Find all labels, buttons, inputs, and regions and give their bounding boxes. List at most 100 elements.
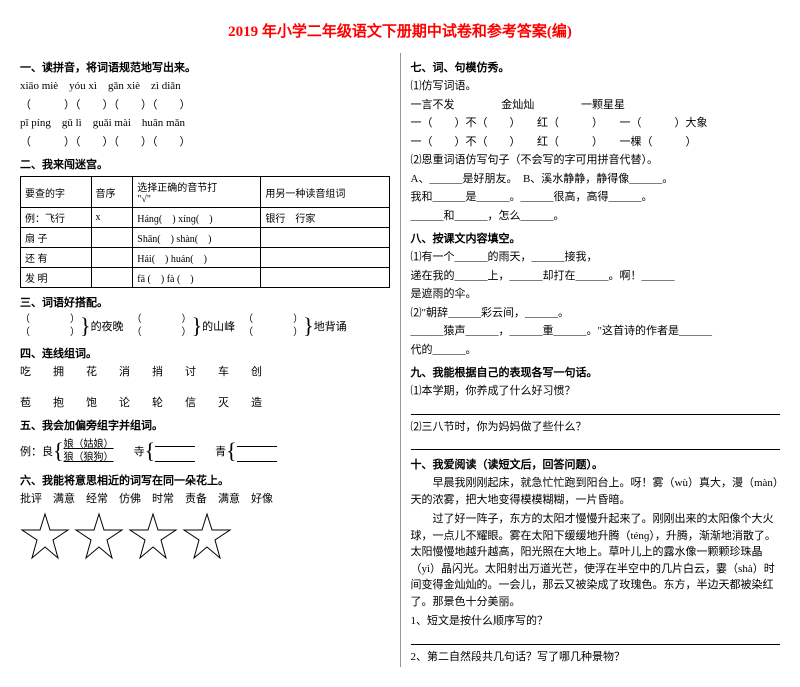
section-7-heading: 七、词、句模仿秀。	[411, 59, 781, 75]
fill-row: ⑴有一个______的雨天，______接我，	[411, 249, 781, 266]
brace-label: 的山峰	[202, 318, 235, 334]
brace-row: （ ） （ ） } 的夜晚 （ ） （ ） } 的山峰 （ ） （ ）	[20, 313, 390, 339]
paren-blank: （ ）	[243, 326, 303, 339]
brace-icon: {	[53, 440, 64, 462]
paren-blank: （ ）	[243, 313, 303, 326]
flower-icon	[128, 512, 178, 562]
table-row: 例：飞行 x Hánɡ( ) xínɡ( ) 银行 行家	[21, 208, 390, 228]
blank	[237, 436, 277, 447]
sub-item: ⑵恩重词语仿写句子（不会写的字可用拼音代替）。	[411, 152, 781, 169]
cell	[261, 268, 389, 288]
fill-row: ⑵"朝辞______彩云间，______。	[411, 305, 781, 322]
left-column: 一、读拼音，将词语规范地写出来。 xiāo miè yóu xì gǎn xiè…	[20, 53, 390, 667]
brace-label: 地背诵	[314, 318, 347, 334]
answer-line	[411, 404, 781, 415]
th-2: 音序	[91, 177, 133, 208]
answer-line	[411, 439, 781, 450]
brace-icon: }	[192, 315, 203, 337]
pinyin-row-2: pī píng gǔ lì guǎi mài huān mǎn	[20, 115, 390, 132]
paren-blank: （ ）	[132, 313, 192, 326]
section-8-heading: 八、按课文内容填空。	[411, 230, 781, 246]
fill-row: 我和______是______。______很高，高得______。	[411, 189, 781, 206]
maze-table: 要查的字 音序 选择正确的音节打 "√" 用另一种读音组词 例：飞行 x Hán…	[20, 176, 390, 288]
word-examples: 一言不发 金灿灿 一颗星星	[411, 97, 781, 114]
section-1-heading: 一、读拼音，将词语规范地写出来。	[20, 59, 390, 75]
section-6-heading: 六、我能将意思相近的词写在同一朵花上。	[20, 472, 390, 488]
blank	[237, 451, 277, 462]
cell: 例：飞行	[21, 208, 92, 228]
th-4: 用另一种读音组词	[261, 177, 389, 208]
fill-row: 一（ ）不（ ） 红（ ） 一（ ）大象	[411, 115, 781, 132]
flower-icon	[20, 512, 70, 562]
paren-blank: （ ）	[132, 326, 192, 339]
section-2-heading: 二、我来闯迷宫。	[20, 156, 390, 172]
two-column-layout: 一、读拼音，将词语规范地写出来。 xiāo miè yóu xì gǎn xiè…	[20, 53, 780, 667]
question: ⑵三八节时，你为妈妈做了些什么？	[411, 419, 781, 436]
paren-row-2: （ ）（ ）（ ）（ ）	[20, 134, 390, 151]
cell: 扇 子	[21, 228, 92, 248]
cell: Shān( ) shàn( )	[133, 228, 261, 248]
paren-row-1: （ ）（ ）（ ）（ ）	[20, 97, 390, 114]
word-list: 批评 满意 经常 仿佛 时常 责备 满意 好像	[20, 491, 390, 508]
cell	[91, 228, 133, 248]
fill-row: ______猿声______，______重______。"这首诗的作者是___…	[411, 323, 781, 340]
paren-blank: （ ）	[20, 326, 80, 339]
word: 金灿灿	[501, 99, 534, 111]
section-4-heading: 四、连线组词。	[20, 345, 390, 361]
fill-row: A、______是好朋友。 B、溪水静静，静得像______。	[411, 171, 781, 188]
brace-icon: }	[80, 315, 91, 337]
cell: fā ( ) fà ( )	[133, 268, 261, 288]
brace-label: 的夜晚	[91, 318, 124, 334]
table-row: 扇 子 Shān( ) shàn( )	[21, 228, 390, 248]
right-column: 七、词、句模仿秀。 ⑴仿写词语。 一言不发 金灿灿 一颗星星 一（ ）不（ ） …	[411, 53, 781, 667]
word: 一言不发	[411, 99, 455, 111]
passage-p1: 早晨我刚刚起床，就急忙忙跑到阳台上。呀！雾（wù）真大，漫（màn）天的浓雾，把…	[411, 475, 781, 508]
brace-icon: {	[145, 440, 156, 462]
cell	[91, 268, 133, 288]
sub-item: ⑴仿写词语。	[411, 78, 781, 95]
section-10-heading: 十、我爱阅读（读短文后，回答问题）。	[411, 456, 781, 472]
brace-icon: }	[303, 315, 314, 337]
flower-icon	[74, 512, 124, 562]
section-3-heading: 三、词语好搭配。	[20, 294, 390, 310]
th-1: 要查的字	[21, 177, 92, 208]
passage-p2: 过了好一阵子，东方的太阳才慢慢升起来了。刚刚出来的太阳像个大火球，一点儿不耀眼。…	[411, 511, 781, 610]
cell: x	[91, 208, 133, 228]
pinyin-row-1: xiāo miè yóu xì gǎn xiè zì diǎn	[20, 78, 390, 95]
question: 2、第二自然段共几句话？写了哪几种景物？	[411, 649, 781, 666]
char-prompt: 青	[215, 443, 226, 459]
answer-line	[411, 634, 781, 645]
example-word: 娘（姑娘）	[64, 438, 114, 451]
flower-row	[20, 512, 390, 562]
section-5-heading: 五、我会加偏旁组字并组词。	[20, 417, 390, 433]
th-3: 选择正确的音节打 "√"	[133, 177, 261, 208]
section-9-heading: 九、我能根据自己的表现各写一句话。	[411, 364, 781, 380]
doc-title: 2019 年小学二年级语文下册期中试卷和参考答案(编)	[20, 20, 780, 41]
table-row: 还 有 Hái( ) huán( )	[21, 248, 390, 268]
question: ⑴本学期，你养成了什么好习惯？	[411, 383, 781, 400]
fill-row: ______和______，怎么______。	[411, 208, 781, 225]
fill-row: 递在我的______上，______却打在______。啊！______	[411, 268, 781, 285]
fill-row: 一（ ）不（ ） 红（ ） 一棵（ ）	[411, 134, 781, 151]
word-row-1: 吃 拥 花 消 捎 讨 车 创	[20, 364, 390, 381]
table-row: 发 明 fā ( ) fà ( )	[21, 268, 390, 288]
word-row-2: 苞 抱 饱 论 轮 信 灭 造	[20, 395, 390, 412]
paren-blank: （ ）	[20, 313, 80, 326]
blank	[155, 436, 195, 447]
example-word: 狼（狼狗）	[64, 451, 114, 464]
cell	[261, 228, 389, 248]
cell: 还 有	[21, 248, 92, 268]
fill-row: 是遮雨的伞。	[411, 286, 781, 303]
column-divider	[400, 53, 401, 667]
question: 1、短文是按什么顺序写的？	[411, 613, 781, 630]
example-label: 例：良	[20, 443, 53, 459]
blank	[155, 451, 195, 462]
char-prompt: 寺	[134, 443, 145, 459]
cell: 发 明	[21, 268, 92, 288]
fill-row: 代的______。	[411, 342, 781, 359]
cell	[91, 248, 133, 268]
brace-icon: {	[226, 440, 237, 462]
flower-icon	[182, 512, 232, 562]
cell: Hái( ) huán( )	[133, 248, 261, 268]
cell: 银行 行家	[261, 208, 389, 228]
